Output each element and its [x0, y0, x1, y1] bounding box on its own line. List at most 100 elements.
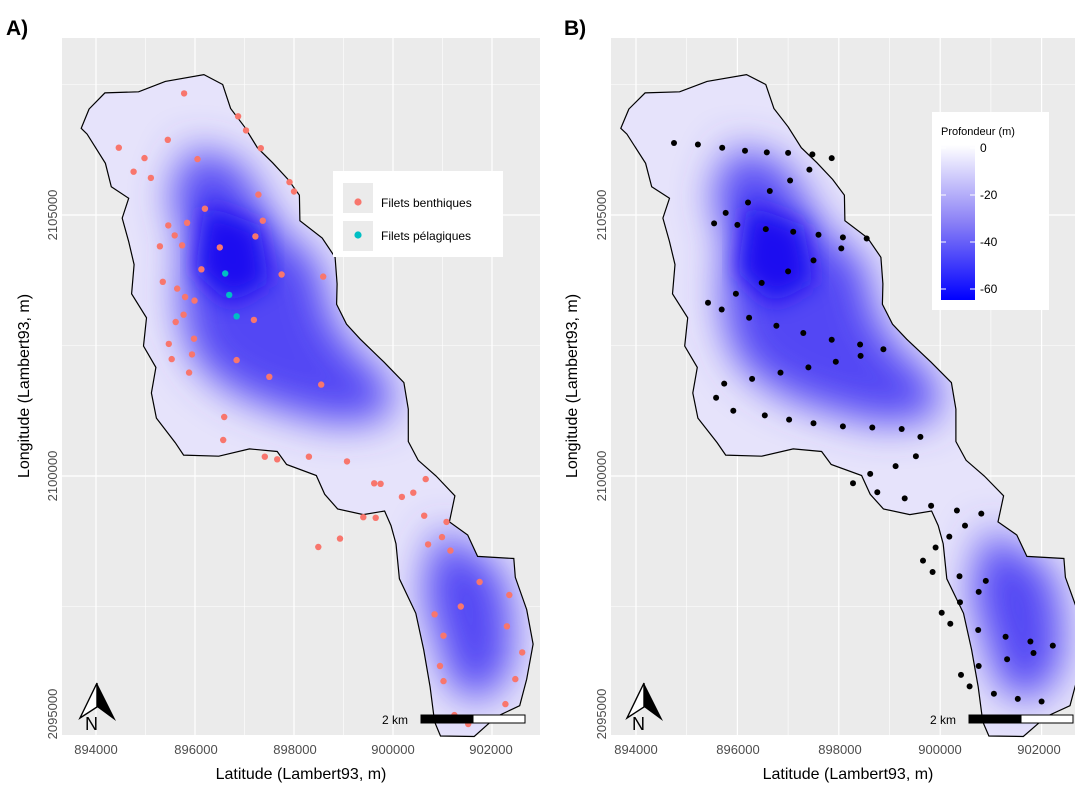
panel-a: A) Filets benthiques Filets pélagiques 2… [6, 17, 540, 783]
depth-tick-label: -40 [980, 235, 998, 249]
benthic-net-point [188, 351, 196, 358]
legend-key-bg [343, 183, 373, 213]
y-tick: 2095000 [45, 689, 60, 740]
y-ticks-a: 2095000 2100000 2105000 [45, 190, 60, 740]
transect-point [785, 149, 792, 156]
transect-point [787, 177, 794, 184]
transect-point [721, 380, 728, 387]
transect-point [956, 573, 963, 580]
x-tick: 894000 [74, 742, 117, 757]
pelagic-net-point [226, 291, 233, 299]
transect-point [763, 149, 770, 156]
transect-point [962, 522, 968, 529]
transect-point [705, 299, 711, 306]
x-tick: 902000 [469, 742, 512, 757]
transect-point [1038, 698, 1045, 705]
benthic-net-point [130, 168, 137, 175]
panel-b: B) Profondeur (m) 0 -20 -40 -60 [564, 17, 1075, 783]
transect-point [982, 577, 989, 584]
benthic-net-point [320, 273, 327, 280]
transect-point [732, 290, 739, 297]
x-tick: 902000 [1017, 742, 1060, 757]
x-tick: 900000 [918, 742, 961, 757]
benthic-net-point [372, 514, 379, 521]
benthic-net-point [171, 232, 178, 239]
transect-point [869, 424, 876, 431]
benthic-net-point [250, 316, 258, 324]
transect-point [805, 364, 812, 371]
transect-point [990, 690, 997, 697]
transect-point [892, 463, 899, 470]
transect-point [917, 433, 924, 440]
scale-bar-b: 2 km [930, 713, 1074, 727]
depth-tick-label: 0 [980, 141, 987, 155]
benthic-net-point [165, 340, 172, 348]
transect-point [938, 609, 945, 616]
benthic-net-point [447, 547, 454, 554]
benthic-net-point [172, 318, 179, 326]
bathymetry-fill [81, 74, 534, 737]
transect-point [742, 147, 748, 154]
benthic-net-point [115, 144, 123, 151]
benthic-net-point [216, 244, 223, 251]
transect-point [838, 245, 845, 252]
benthic-net-point [512, 675, 519, 683]
legend-a: Filets benthiques Filets pélagiques [333, 171, 503, 257]
transect-point [975, 627, 982, 633]
transect-point [762, 226, 769, 233]
transect-point [1027, 638, 1034, 645]
transect-point [713, 394, 720, 401]
benthic-net-point [180, 311, 187, 318]
x-tick: 898000 [273, 742, 316, 757]
x-tick: 900000 [371, 742, 414, 757]
benthic-net-point [181, 293, 189, 301]
transect-point [850, 480, 856, 487]
transect-point [920, 557, 926, 564]
panel-letter-b: B) [564, 17, 586, 40]
benthic-net-point [168, 355, 175, 363]
benthic-net-point [255, 191, 262, 198]
benthic-net-point [305, 453, 313, 460]
transect-point [745, 199, 751, 206]
benthic-net-point [438, 533, 446, 541]
transect-point [863, 235, 870, 242]
transect-point [749, 375, 756, 382]
transect-point [773, 322, 780, 329]
legend-pelagic-swatch [354, 231, 362, 239]
benthic-net-point [191, 297, 198, 304]
benthic-net-point [336, 535, 344, 542]
transect-point [746, 314, 753, 321]
scale-bar-label-a: 2 km [382, 713, 408, 727]
transect-point [975, 588, 982, 595]
benthic-net-point [274, 456, 281, 463]
y-tick: 2105000 [45, 190, 60, 241]
benthic-net-point [259, 217, 266, 224]
x-tick: 896000 [716, 742, 759, 757]
transect-point [832, 358, 839, 365]
transect-point [810, 257, 817, 264]
depth-legend-ticks [941, 147, 975, 290]
benthic-net-point [220, 436, 227, 444]
transect-point [946, 533, 953, 540]
transect-point [719, 144, 726, 151]
y-axis-title-a: Longitude (Lambert93, m) [16, 294, 33, 478]
benthic-net-point [440, 677, 447, 685]
benthic-net-point [242, 127, 250, 134]
transect-point [953, 507, 960, 514]
transect-point [957, 599, 963, 606]
transect-point [857, 352, 864, 359]
benthic-net-point [360, 514, 367, 521]
pelagic-points [222, 270, 240, 320]
transect-point [966, 683, 973, 690]
benthic-net-point [141, 154, 148, 162]
benthic-net-point [422, 475, 429, 483]
pelagic-net-point [233, 313, 240, 320]
benthic-net-point [443, 518, 450, 526]
depth-tick-label: -20 [980, 188, 998, 202]
benthic-net-point [476, 578, 483, 586]
benthic-net-point [257, 145, 264, 152]
transect-point [958, 671, 964, 678]
benthic-net-point [252, 233, 259, 240]
transect-point [734, 221, 741, 228]
transect-point [867, 470, 874, 477]
